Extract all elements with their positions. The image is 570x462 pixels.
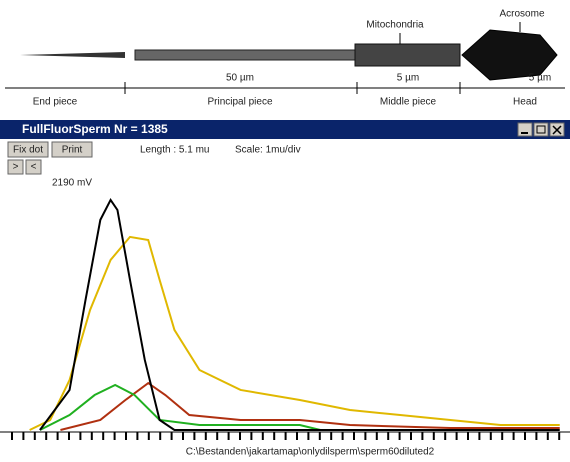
- series-line: [60, 381, 560, 431]
- label: Acrosome: [499, 9, 544, 20]
- head-shape: [461, 29, 558, 81]
- part: Principal piece: [207, 97, 272, 108]
- next-button[interactable]: [7, 159, 24, 175]
- principal-piece-shape: [134, 49, 358, 61]
- minimize-button[interactable]: [517, 122, 533, 137]
- title-bar: [0, 120, 570, 139]
- button-label: Fix dot: [13, 145, 43, 156]
- scale-info: Scale: 1mu/div: [235, 145, 301, 156]
- fix-dot-button[interactable]: [7, 141, 49, 158]
- end-piece-shape: [20, 52, 125, 58]
- middle-piece-shape: [354, 43, 461, 67]
- length: 5 µm: [529, 73, 551, 84]
- icon: [536, 125, 546, 134]
- icon: [552, 125, 562, 135]
- button-label: Print: [62, 145, 83, 156]
- file-path: C:\Bestanden\jakartamap\onlydilsperm\spe…: [186, 447, 435, 458]
- length: 5 µm: [397, 73, 419, 84]
- series-line: [39, 383, 321, 431]
- button-label: >: [13, 162, 19, 173]
- sperm-diagram: Mitochondria Acrosome 50 µm 5 µm 5 µm En…: [5, 9, 565, 108]
- part: End piece: [33, 97, 78, 108]
- button-label: <: [31, 162, 37, 173]
- part: Middle piece: [380, 97, 437, 108]
- prev-button[interactable]: [25, 159, 42, 175]
- series-line: [29, 235, 560, 431]
- y-tick-label: 2190 mV: [52, 178, 92, 189]
- print-button[interactable]: [51, 141, 93, 158]
- window-title: FullFluorSperm Nr = 1385: [22, 122, 168, 136]
- series-line: [39, 197, 560, 431]
- part: Head: [513, 97, 537, 108]
- length: 50 µm: [226, 73, 254, 84]
- length-info: Length : 5.1 mu: [140, 145, 210, 156]
- label: Mitochondria: [366, 20, 424, 31]
- maximize-button[interactable]: [533, 122, 549, 137]
